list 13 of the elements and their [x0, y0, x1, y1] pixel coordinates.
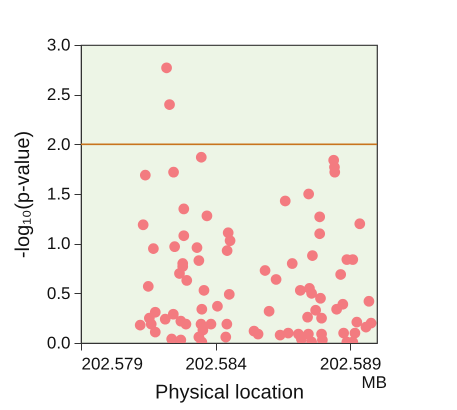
y-tick-label: 0.0	[46, 334, 70, 352]
y-tick-label: 0.5	[46, 284, 70, 303]
y-tick-label: 1.0	[46, 234, 70, 254]
y-tick-label: 3.0	[46, 36, 70, 54]
y-tick-label: 2.0	[46, 134, 70, 154]
x-tick-label: 202.589	[320, 354, 382, 374]
y-tick-label: 1.5	[46, 184, 70, 204]
text: MB	[362, 373, 387, 392]
x-tick-label: 202.579	[82, 354, 143, 374]
x-tick-label: 202.584	[185, 354, 247, 374]
y-axis-title: -log₁₀(p-value)	[12, 130, 34, 258]
x-axis-title: Physical location	[155, 382, 304, 404]
y-tick-label: 2.5	[46, 85, 70, 104]
